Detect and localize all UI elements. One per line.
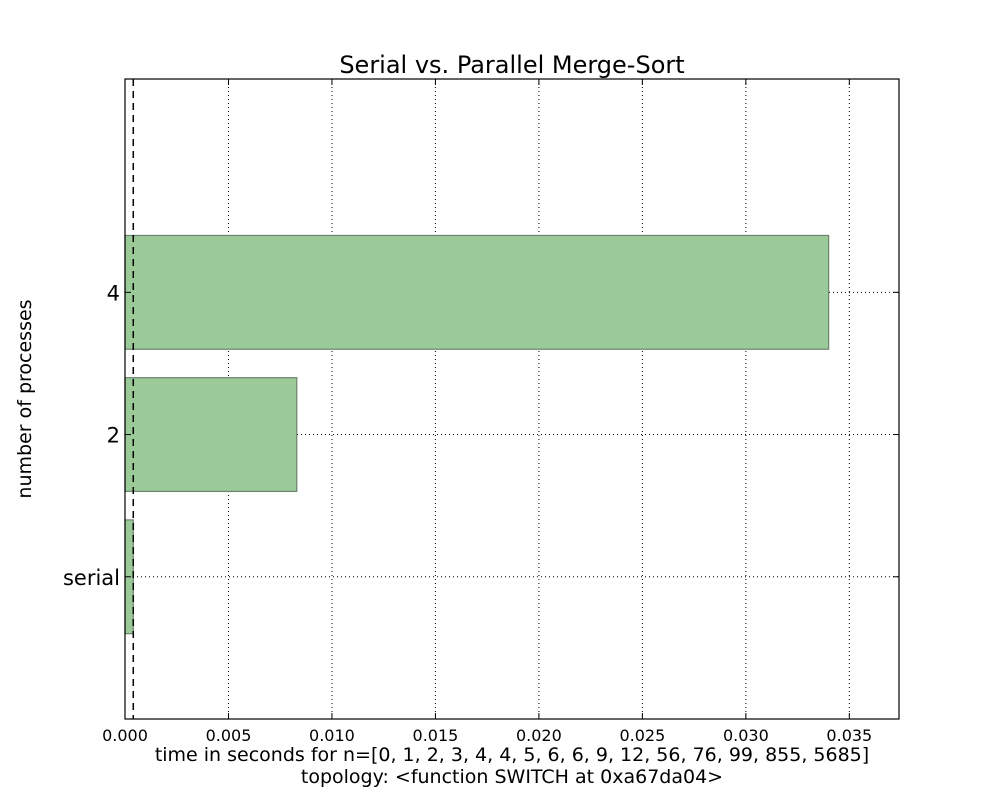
bar: [124, 234, 830, 350]
x-tick-label: 0.025: [619, 726, 665, 745]
bar: [124, 377, 298, 493]
x-tick-label: 0.005: [206, 726, 252, 745]
chart-title: Serial vs. Parallel Merge-Sort: [339, 51, 684, 79]
ticks: [124, 79, 899, 719]
y-axis-label: number of processes: [14, 299, 36, 498]
x-tick-label: 0.010: [309, 726, 355, 745]
tick-labels: 0.000 0.005 0.010 0.015 0.020 0.025 0.030 0.035…: [63, 281, 872, 745]
x-axis-label-topology: topology: <function SWITCH at 0xa67da04>: [301, 766, 723, 788]
x-tick-label: 0.000: [102, 726, 148, 745]
x-tick-label: 0.020: [516, 726, 562, 745]
x-axis-label: time in seconds for n=[0, 1, 2, 3, 4, 4,…: [155, 744, 869, 766]
bars: [124, 234, 830, 635]
x-tick-label: 0.015: [413, 726, 459, 745]
plot-frame: [124, 78, 900, 720]
y-tick-label: 4: [107, 281, 120, 305]
x-tick-label: 0.035: [826, 726, 872, 745]
y-tick-label: 2: [107, 424, 120, 448]
x-tick-label: 0.030: [723, 726, 769, 745]
y-tick-label: serial: [63, 566, 120, 590]
